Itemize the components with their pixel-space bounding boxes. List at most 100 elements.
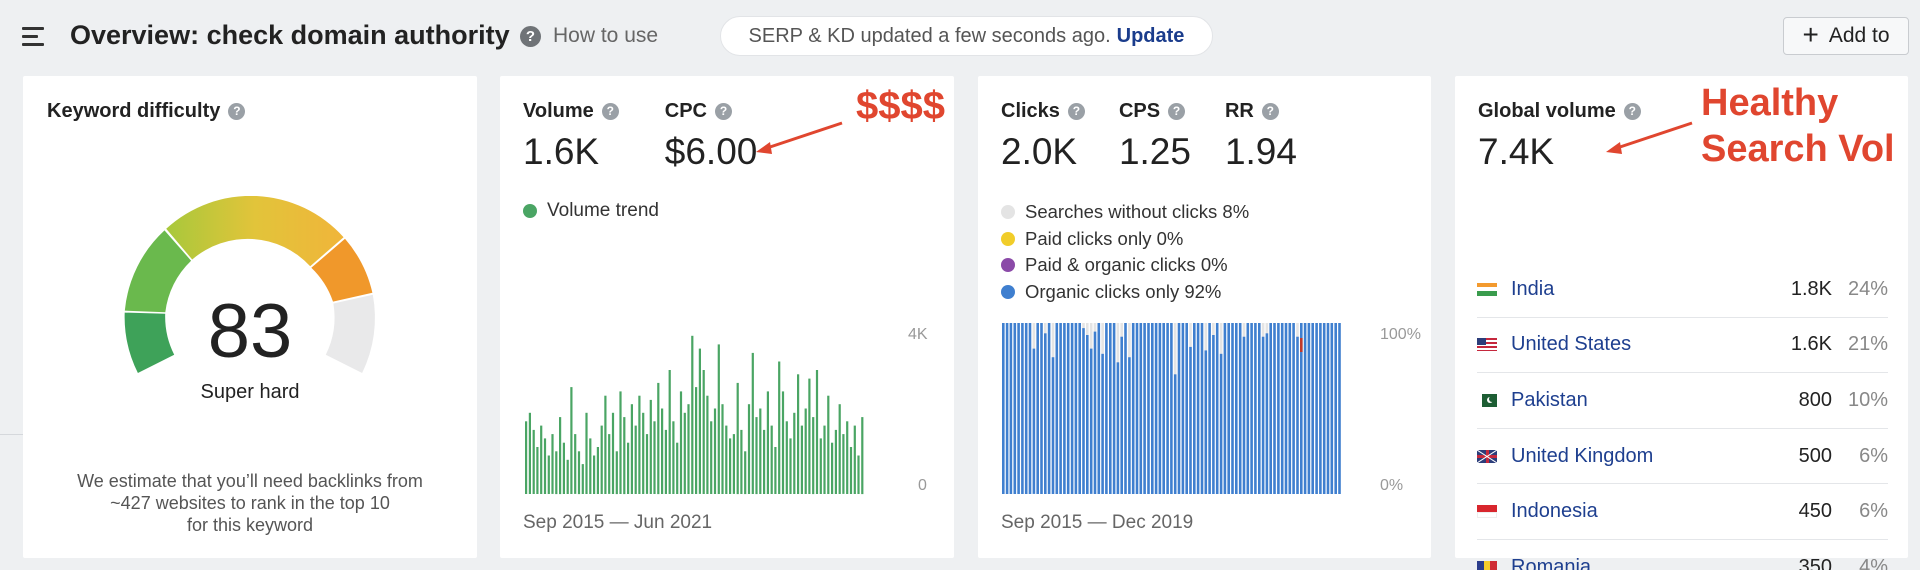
volume-bar (615, 451, 618, 495)
organic-click-bar (1028, 323, 1032, 494)
organic-click-bar (1215, 323, 1219, 494)
volume-bar (679, 391, 683, 494)
volume-bar (547, 455, 550, 494)
no-click-bar (1044, 323, 1047, 334)
volume-bar (562, 442, 565, 494)
volume-bar (570, 387, 573, 494)
volume-bar (763, 429, 766, 494)
volume-bar (691, 335, 694, 494)
volume-bar (630, 404, 633, 494)
organic-click-bar (1151, 323, 1154, 494)
organic-click-bar (1162, 323, 1165, 494)
organic-click-bar (1334, 323, 1337, 494)
legend-item: Paid clicks only 0% (1001, 226, 1249, 253)
organic-click-bar (1254, 323, 1257, 494)
country-name[interactable]: United Kingdom (1511, 444, 1654, 467)
country-percent: 10% (1847, 388, 1888, 411)
help-icon: ? (520, 25, 541, 47)
clicks-label: Clicks ? (1001, 100, 1085, 123)
organic-click-bar (1128, 357, 1131, 494)
no-click-bar (1116, 323, 1120, 363)
how-to-use-link[interactable]: ? How to use (520, 24, 658, 48)
legend-dot (1001, 258, 1015, 273)
volume-bar (729, 438, 732, 494)
country-name[interactable]: India (1511, 277, 1555, 300)
volume-bar (623, 417, 626, 495)
help-icon[interactable]: ? (715, 103, 732, 120)
organic-click-bar (1326, 323, 1330, 494)
volume-bar (555, 451, 558, 495)
country-volume: 1.8K (1790, 277, 1832, 300)
organic-click-bar (1322, 323, 1326, 494)
help-icon[interactable]: ? (1623, 103, 1641, 120)
kd-description-line: for this keyword (186, 515, 314, 535)
volume-trend-chart (525, 335, 864, 495)
organic-click-bar (1143, 323, 1146, 494)
volume-bar (683, 412, 686, 494)
help-icon[interactable]: ? (1067, 103, 1085, 120)
organic-click-bar (1193, 323, 1196, 494)
no-click-bar (1082, 323, 1085, 329)
volume-bar (823, 425, 826, 494)
legend-label: Paid & organic clicks 0% (1025, 254, 1228, 276)
kd-description-line: We estimate that you’ll need backlinks f… (77, 471, 423, 491)
volume-bar (695, 387, 698, 494)
keyword-difficulty-card: Keyword difficulty ? 83 Super hard We es… (23, 76, 477, 558)
volume-bar (755, 417, 758, 495)
organic-click-bar (1273, 323, 1276, 494)
organic-click-bar (1017, 323, 1020, 494)
update-link[interactable]: Update (1116, 24, 1185, 47)
y-axis-min: 0% (1380, 477, 1404, 494)
organic-click-bar (1024, 323, 1028, 494)
organic-click-bar (1147, 323, 1150, 494)
volume-bar (804, 408, 807, 494)
volume-date-range: Sep 2015 — Jun 2021 (523, 512, 713, 533)
y-axis-min: 0 (918, 477, 927, 494)
help-icon[interactable]: ? (228, 103, 246, 120)
country-row: India 1.8K 24% (1477, 262, 1888, 318)
hamburger-menu-icon[interactable] (22, 27, 46, 47)
organic-click-bar (1120, 336, 1123, 494)
country-volume: 350 (1798, 556, 1832, 570)
volume-bar (789, 438, 792, 494)
no-click-bar (1219, 323, 1223, 354)
organic-click-bar (1200, 323, 1204, 494)
organic-click-bar (1258, 323, 1261, 494)
organic-click-bar (1269, 323, 1272, 494)
organic-click-bar (1330, 323, 1334, 494)
cps-label-text: CPS (1118, 100, 1161, 122)
kd-level: Super hard (200, 381, 300, 403)
organic-click-bar (1189, 346, 1192, 494)
organic-click-bar (1063, 323, 1066, 494)
country-name[interactable]: United States (1511, 333, 1632, 356)
country-volume: 450 (1798, 500, 1832, 523)
country-name[interactable]: Indonesia (1511, 500, 1598, 523)
organic-click-bar (1135, 323, 1139, 494)
no-click-bar (1212, 323, 1215, 335)
country-name[interactable]: Romania (1511, 556, 1592, 570)
global-volume-header: Global volume ? 7.4K (1478, 100, 1641, 173)
no-click-bar (1189, 323, 1192, 347)
country-name[interactable]: Pakistan (1511, 388, 1588, 411)
how-to-use-label: How to use (553, 24, 659, 47)
volume-bar (713, 408, 717, 494)
organic-click-bar (1040, 323, 1043, 494)
volume-bar (853, 425, 856, 494)
help-icon[interactable]: ? (1261, 103, 1279, 120)
organic-click-bar (1158, 323, 1162, 494)
help-icon[interactable]: ? (601, 103, 619, 120)
kd-description: We estimate that you’ll need backlinks f… (53, 470, 447, 536)
volume-bar (577, 451, 581, 495)
help-icon[interactable]: ? (1168, 103, 1186, 120)
volume-bar (543, 438, 547, 494)
legend-dot (1001, 284, 1015, 299)
pakistan-flag-icon (1477, 393, 1497, 407)
add-to-button[interactable]: + Add to (1783, 17, 1909, 55)
clicks-label-text: Clicks (1001, 100, 1060, 122)
annotation-line: Healthy (1701, 82, 1839, 124)
organic-click-bar (1288, 323, 1292, 494)
no-click-bar (1120, 323, 1123, 337)
country-row: Pakistan 800 10% (1477, 373, 1888, 429)
annotation-arrow-icon (756, 121, 843, 154)
legend-item: Searches without clicks 8% (1001, 199, 1249, 226)
